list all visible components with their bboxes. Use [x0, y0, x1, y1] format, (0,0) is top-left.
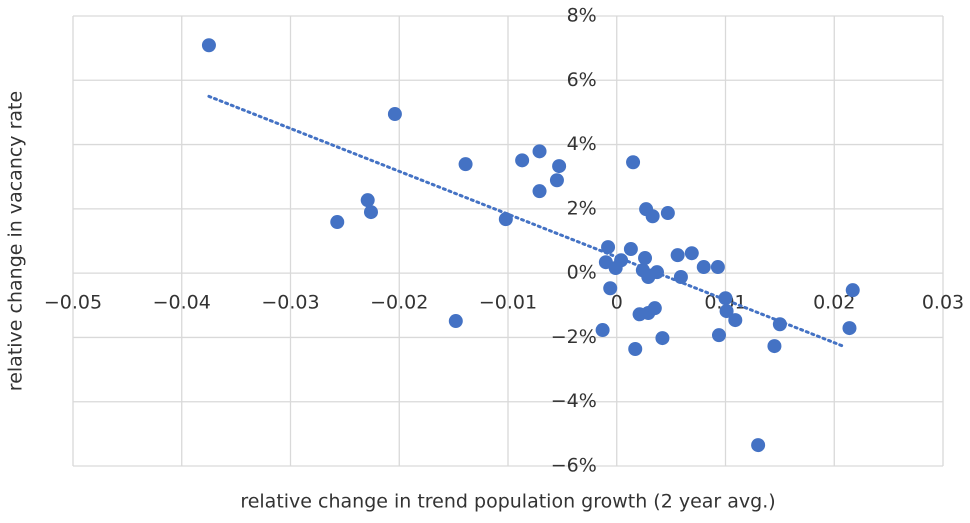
point [601, 240, 616, 255]
point [458, 157, 473, 172]
x-tick-label: −0.05 [44, 292, 102, 314]
x-tick-label: 0 [611, 292, 623, 314]
point [842, 321, 857, 336]
point [684, 246, 699, 261]
point [628, 342, 643, 356]
point [515, 153, 530, 168]
y-tick-label: −4% [551, 390, 597, 412]
point [623, 242, 638, 257]
point [696, 260, 711, 275]
x-axis-title: relative change in trend population grow… [240, 491, 775, 513]
point [360, 193, 375, 208]
point [728, 313, 743, 328]
point [201, 38, 216, 53]
trendline [207, 94, 845, 348]
point [647, 301, 662, 316]
point [645, 209, 660, 224]
point [532, 184, 547, 199]
point [772, 317, 787, 332]
point [710, 260, 725, 275]
y-tick-label: 2% [567, 197, 597, 219]
point [595, 323, 610, 338]
point [638, 251, 653, 266]
x-tick-label: 0.03 [922, 292, 964, 314]
x-tick-label: −0.03 [261, 292, 319, 314]
y-tick-label: 6% [567, 69, 597, 91]
y-tick-label: −6% [551, 455, 597, 477]
x-tick-label: −0.02 [370, 292, 428, 314]
x-tick-label: −0.01 [479, 292, 537, 314]
point [603, 281, 618, 296]
y-tick-label: 8% [567, 5, 597, 27]
x-tick-label: 0.02 [813, 292, 855, 314]
point [532, 144, 547, 159]
point [363, 205, 378, 220]
point [767, 339, 782, 354]
point [711, 328, 726, 343]
point [751, 438, 766, 453]
x-tick-label: −0.04 [153, 292, 211, 314]
point [330, 215, 345, 230]
point [845, 283, 860, 298]
point [549, 173, 564, 188]
point [719, 304, 734, 319]
y-tick-label: −2% [551, 326, 597, 348]
point [660, 206, 675, 221]
point [387, 107, 402, 122]
y-tick-label: 0% [567, 262, 597, 284]
point [448, 314, 463, 329]
point [552, 159, 567, 174]
point [718, 291, 733, 306]
point [626, 155, 641, 170]
point [614, 253, 629, 268]
point [655, 331, 670, 346]
point [670, 248, 685, 263]
y-axis-title: relative change in vacancy rate [5, 91, 27, 391]
y-tick-label: 4% [567, 133, 597, 155]
